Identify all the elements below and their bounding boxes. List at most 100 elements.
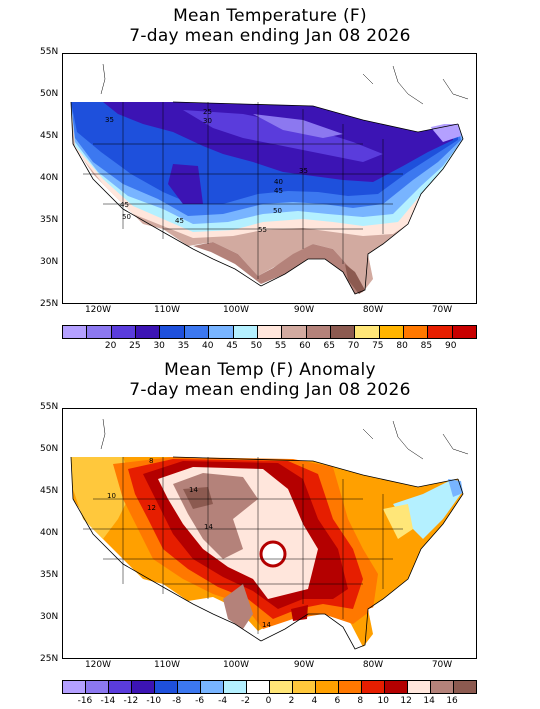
bottom-lat-label: 55N <box>40 402 59 412</box>
top-lat-label: 25N <box>40 299 59 309</box>
colorbar-label: 16 <box>446 696 458 706</box>
top-lon-label: 100W <box>222 305 250 315</box>
canada-area <box>63 409 476 485</box>
colorbar-label: 14 <box>423 696 435 706</box>
colorbar-label: -8 <box>172 696 182 706</box>
mexico-area <box>63 154 278 303</box>
contour-label: 50 <box>273 207 282 215</box>
colorbar-label: 25 <box>129 341 141 351</box>
top-lat-label: 30N <box>40 257 59 267</box>
colorbar-swatch <box>339 681 362 693</box>
top-subtitle: 7-day mean ending Jan 08 2026 <box>129 26 411 46</box>
colorbar-swatch <box>132 681 155 693</box>
bottom-colorbar <box>62 680 477 694</box>
colorbar-swatch <box>454 681 476 693</box>
colorbar-swatch <box>178 681 201 693</box>
temp-region-75 <box>345 264 365 294</box>
contour-label: 55 <box>258 226 267 234</box>
colorbar-label: -4 <box>218 696 228 706</box>
colorbar-swatch <box>306 326 331 338</box>
contour-label: 14 <box>204 523 213 531</box>
contour-label: 45 <box>175 217 184 225</box>
colorbar-swatch <box>404 326 429 338</box>
top-map: 35 25 30 35 40 45 45 50 50 45 55 <box>62 53 477 304</box>
colorbar-label: 40 <box>202 341 214 351</box>
state-borders <box>83 102 403 279</box>
colorbar-label: 30 <box>153 341 165 351</box>
colorbar-label: 10 <box>377 696 389 706</box>
colorbar-swatch <box>282 326 307 338</box>
colorbar-swatch <box>86 681 109 693</box>
colorbar-swatch <box>155 681 178 693</box>
colorbar-swatch <box>201 681 224 693</box>
colorbar-swatch <box>87 326 112 338</box>
contour-label: 10 <box>107 492 116 500</box>
colorbar-swatch <box>257 326 283 338</box>
temp-region-70 <box>193 242 363 294</box>
anom-region-18 <box>183 487 213 509</box>
contour-label: 40 <box>274 178 283 186</box>
top-lon-label: 90W <box>293 305 315 315</box>
anom-region-16-south <box>223 584 253 629</box>
colorbar-swatch <box>316 681 339 693</box>
contour-label: 12 <box>147 504 156 512</box>
colorbar-label: -16 <box>77 696 93 706</box>
top-title: Mean Temperature (F) <box>173 6 367 26</box>
colorbar-label: 6 <box>334 696 341 706</box>
colorbar-swatch <box>184 326 210 338</box>
top-lat-label: 55N <box>40 47 59 57</box>
top-lon-label: 120W <box>84 305 112 315</box>
coastline <box>70 101 464 295</box>
top-colorbar <box>62 325 477 339</box>
top-lat-label: 35N <box>40 215 59 225</box>
colorbar-swatch <box>408 681 431 693</box>
colorbar-swatch <box>136 326 161 338</box>
anom-region-2 <box>383 504 413 539</box>
colorbar-label: 70 <box>347 341 360 351</box>
contour-label: 30 <box>203 117 212 125</box>
bottom-lat-label: 40N <box>40 528 59 538</box>
bottom-lon-label: 70W <box>431 660 453 670</box>
colorbar-swatch <box>233 326 258 338</box>
colorbar-label: 0 <box>265 696 272 706</box>
colorbar-swatch <box>379 326 405 338</box>
colorbar-swatch <box>452 326 477 338</box>
colorbar-label: 90 <box>444 341 457 351</box>
contour-label: 50 <box>122 213 131 221</box>
colorbar-label: 12 <box>400 696 412 706</box>
colorbar-swatch <box>330 326 356 338</box>
contour-label: 8 <box>149 457 153 465</box>
top-lon-label: 80W <box>362 305 384 315</box>
temp-region-30 <box>183 110 383 162</box>
colorbar-swatch <box>63 681 86 693</box>
colorbar-label: 80 <box>396 341 408 351</box>
bottom-lat-label: 35N <box>40 570 59 580</box>
bottom-title: Mean Temp (F) Anomaly <box>164 360 376 380</box>
colorbar-label: 50 <box>250 341 263 351</box>
bottom-lon-label: 100W <box>222 660 250 670</box>
colorbar-swatch <box>63 326 88 338</box>
contour-label: 25 <box>203 108 212 116</box>
colorbar-swatch <box>109 681 132 693</box>
colorbar-swatch <box>209 326 234 338</box>
colorbar-label: 35 <box>177 341 190 351</box>
colorbar-swatch <box>247 681 270 693</box>
colorbar-label: 60 <box>299 341 311 351</box>
colorbar-label: -6 <box>195 696 205 706</box>
colorbar-swatch <box>111 326 137 338</box>
canada-area <box>63 54 476 130</box>
top-lat-label: 40N <box>40 173 59 183</box>
colorbar-swatch <box>428 326 453 338</box>
colorbar-label: 4 <box>311 696 318 706</box>
colorbar-label: -14 <box>100 696 116 706</box>
contour-label: 45 <box>120 201 129 209</box>
top-lat-label: 50N <box>40 89 59 99</box>
top-lat-label: 45N <box>40 131 59 141</box>
canada-lines <box>100 63 469 105</box>
colorbar-label: 8 <box>357 696 364 706</box>
colorbar-label: 75 <box>372 341 384 351</box>
colorbar-label: 2 <box>288 696 295 706</box>
bottom-lon-label: 110W <box>153 660 181 670</box>
contour-label: 14 <box>189 486 198 494</box>
bottom-lon-label: 80W <box>362 660 384 670</box>
